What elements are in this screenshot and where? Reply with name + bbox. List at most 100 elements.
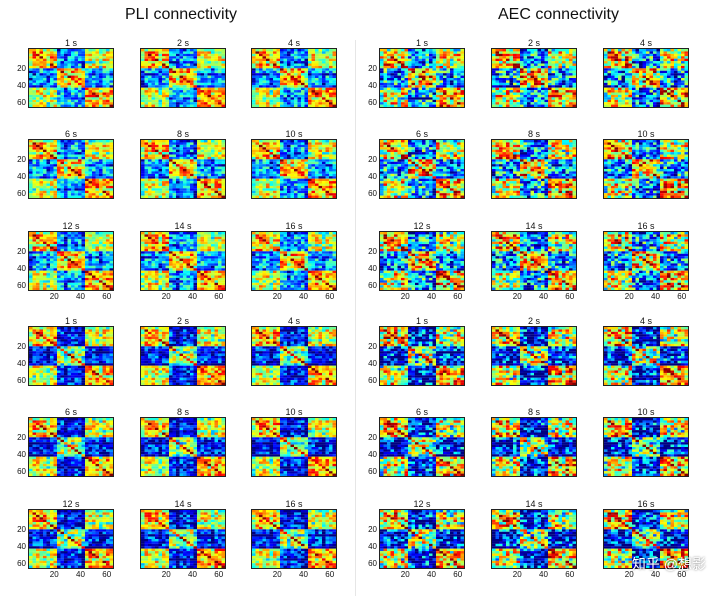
- heatmap-plot: [603, 417, 689, 477]
- heatmap-matrix: [604, 327, 688, 385]
- heatmap-matrix: [141, 510, 225, 568]
- heatmap-matrix: [492, 140, 576, 198]
- heatmap-matrix: [29, 232, 113, 290]
- y-tick-label: 20: [6, 156, 26, 164]
- panel-title: 1 s: [379, 316, 465, 326]
- heatmap-plot: [379, 231, 465, 291]
- panel-title: 6 s: [28, 129, 114, 139]
- x-tick-label: 60: [325, 571, 334, 579]
- heatmap-panel: 10 s: [603, 129, 689, 213]
- heatmap-matrix: [604, 232, 688, 290]
- panel-title: 6 s: [28, 407, 114, 417]
- heatmap-matrix: [604, 49, 688, 107]
- panel-title: 2 s: [491, 316, 577, 326]
- x-tick-label: 20: [50, 571, 59, 579]
- x-tick-label: 20: [625, 571, 634, 579]
- x-tick-label: 40: [188, 293, 197, 301]
- panel-title: 12 s: [379, 499, 465, 509]
- panel-title: 10 s: [251, 129, 337, 139]
- y-tick-label: 20: [6, 526, 26, 534]
- heatmap-matrix: [380, 510, 464, 568]
- heatmap-plot: [603, 509, 689, 569]
- heatmap-panel: 16 s 20 40 60: [603, 499, 689, 583]
- heatmap-matrix: [141, 49, 225, 107]
- panel-title: 6 s: [379, 407, 465, 417]
- heatmap-matrix: [380, 327, 464, 385]
- panel-title: 14 s: [491, 221, 577, 231]
- y-tick-label: 20: [357, 434, 377, 442]
- heatmap-panel: 2 s: [491, 38, 577, 122]
- y-tick-label: 20: [357, 248, 377, 256]
- panel-title: 4 s: [251, 316, 337, 326]
- heatmap-plot: [28, 231, 114, 291]
- heatmap-panel: 4 s: [251, 38, 337, 122]
- heatmap-plot: [603, 231, 689, 291]
- x-tick-label: 60: [453, 571, 462, 579]
- heatmap-plot: [603, 326, 689, 386]
- heatmap-plot: [28, 326, 114, 386]
- y-tick-label: 60: [357, 560, 377, 568]
- panel-title: 4 s: [603, 316, 689, 326]
- panel-title: 10 s: [251, 407, 337, 417]
- heatmap-plot: [491, 231, 577, 291]
- y-tick-label: 40: [6, 360, 26, 368]
- watermark: 知乎 @想影: [632, 554, 706, 574]
- panel-title: 8 s: [491, 407, 577, 417]
- y-tick-label: 40: [357, 360, 377, 368]
- heatmap-plot: [251, 417, 337, 477]
- heatmap-plot: [140, 231, 226, 291]
- heatmap-plot: [140, 509, 226, 569]
- heatmap-plot: [603, 139, 689, 199]
- y-tick-label: 60: [357, 468, 377, 476]
- heatmap-plot: [379, 509, 465, 569]
- y-tick-label: 60: [6, 282, 26, 290]
- heatmap-plot: [491, 509, 577, 569]
- heatmap-panel: 6 s 20 40 60: [368, 129, 465, 213]
- panel-title: 16 s: [251, 221, 337, 231]
- heatmap-matrix: [252, 49, 336, 107]
- heatmap-matrix: [29, 418, 113, 476]
- x-tick-label: 40: [427, 571, 436, 579]
- heatmap-panel: 16 s 20 40 60: [603, 221, 689, 305]
- panel-title: 2 s: [140, 316, 226, 326]
- heatmap-matrix: [252, 510, 336, 568]
- heatmap-panel: 14 s 20 40 60: [140, 499, 226, 583]
- panel-title: 10 s: [603, 129, 689, 139]
- y-tick-label: 20: [357, 156, 377, 164]
- heatmap-panel: 1 s 20 40 60: [17, 316, 114, 400]
- panel-title: 1 s: [28, 316, 114, 326]
- heatmap-matrix: [29, 327, 113, 385]
- heatmap-plot: [251, 326, 337, 386]
- y-tick-label: 20: [6, 434, 26, 442]
- heatmap-matrix: [141, 232, 225, 290]
- x-tick-label: 60: [102, 571, 111, 579]
- heatmap-matrix: [492, 418, 576, 476]
- heatmap-panel: 10 s: [251, 407, 337, 491]
- y-tick-label: 60: [6, 377, 26, 385]
- y-tick-label: 40: [357, 451, 377, 459]
- x-tick-label: 20: [625, 293, 634, 301]
- heatmap-panel: 10 s: [251, 129, 337, 213]
- y-tick-label: 60: [6, 560, 26, 568]
- x-tick-label: 40: [76, 293, 85, 301]
- x-tick-label: 60: [102, 293, 111, 301]
- y-tick-label: 40: [357, 82, 377, 90]
- heatmap-panel: 14 s 20 40 60: [491, 499, 577, 583]
- heatmap-panel: 8 s: [140, 129, 226, 213]
- heatmap-plot: [491, 48, 577, 108]
- heatmap-panel: 6 s 20 40 60: [17, 407, 114, 491]
- panel-title: 14 s: [491, 499, 577, 509]
- heatmap-plot: [251, 231, 337, 291]
- heatmap-panel: 12 s 20 40 60 20 40 60: [17, 221, 114, 305]
- y-tick-label: 40: [357, 265, 377, 273]
- x-tick-label: 40: [299, 293, 308, 301]
- x-tick-label: 20: [162, 293, 171, 301]
- heatmap-matrix: [492, 510, 576, 568]
- y-tick-label: 60: [357, 99, 377, 107]
- heatmap-panel: 1 s 20 40 60: [368, 316, 465, 400]
- heatmap-panel: 8 s: [491, 129, 577, 213]
- heatmap-panel: 1 s 20 40 60: [368, 38, 465, 122]
- heatmap-panel: 10 s: [603, 407, 689, 491]
- heatmap-plot: [379, 417, 465, 477]
- heatmap-plot: [251, 509, 337, 569]
